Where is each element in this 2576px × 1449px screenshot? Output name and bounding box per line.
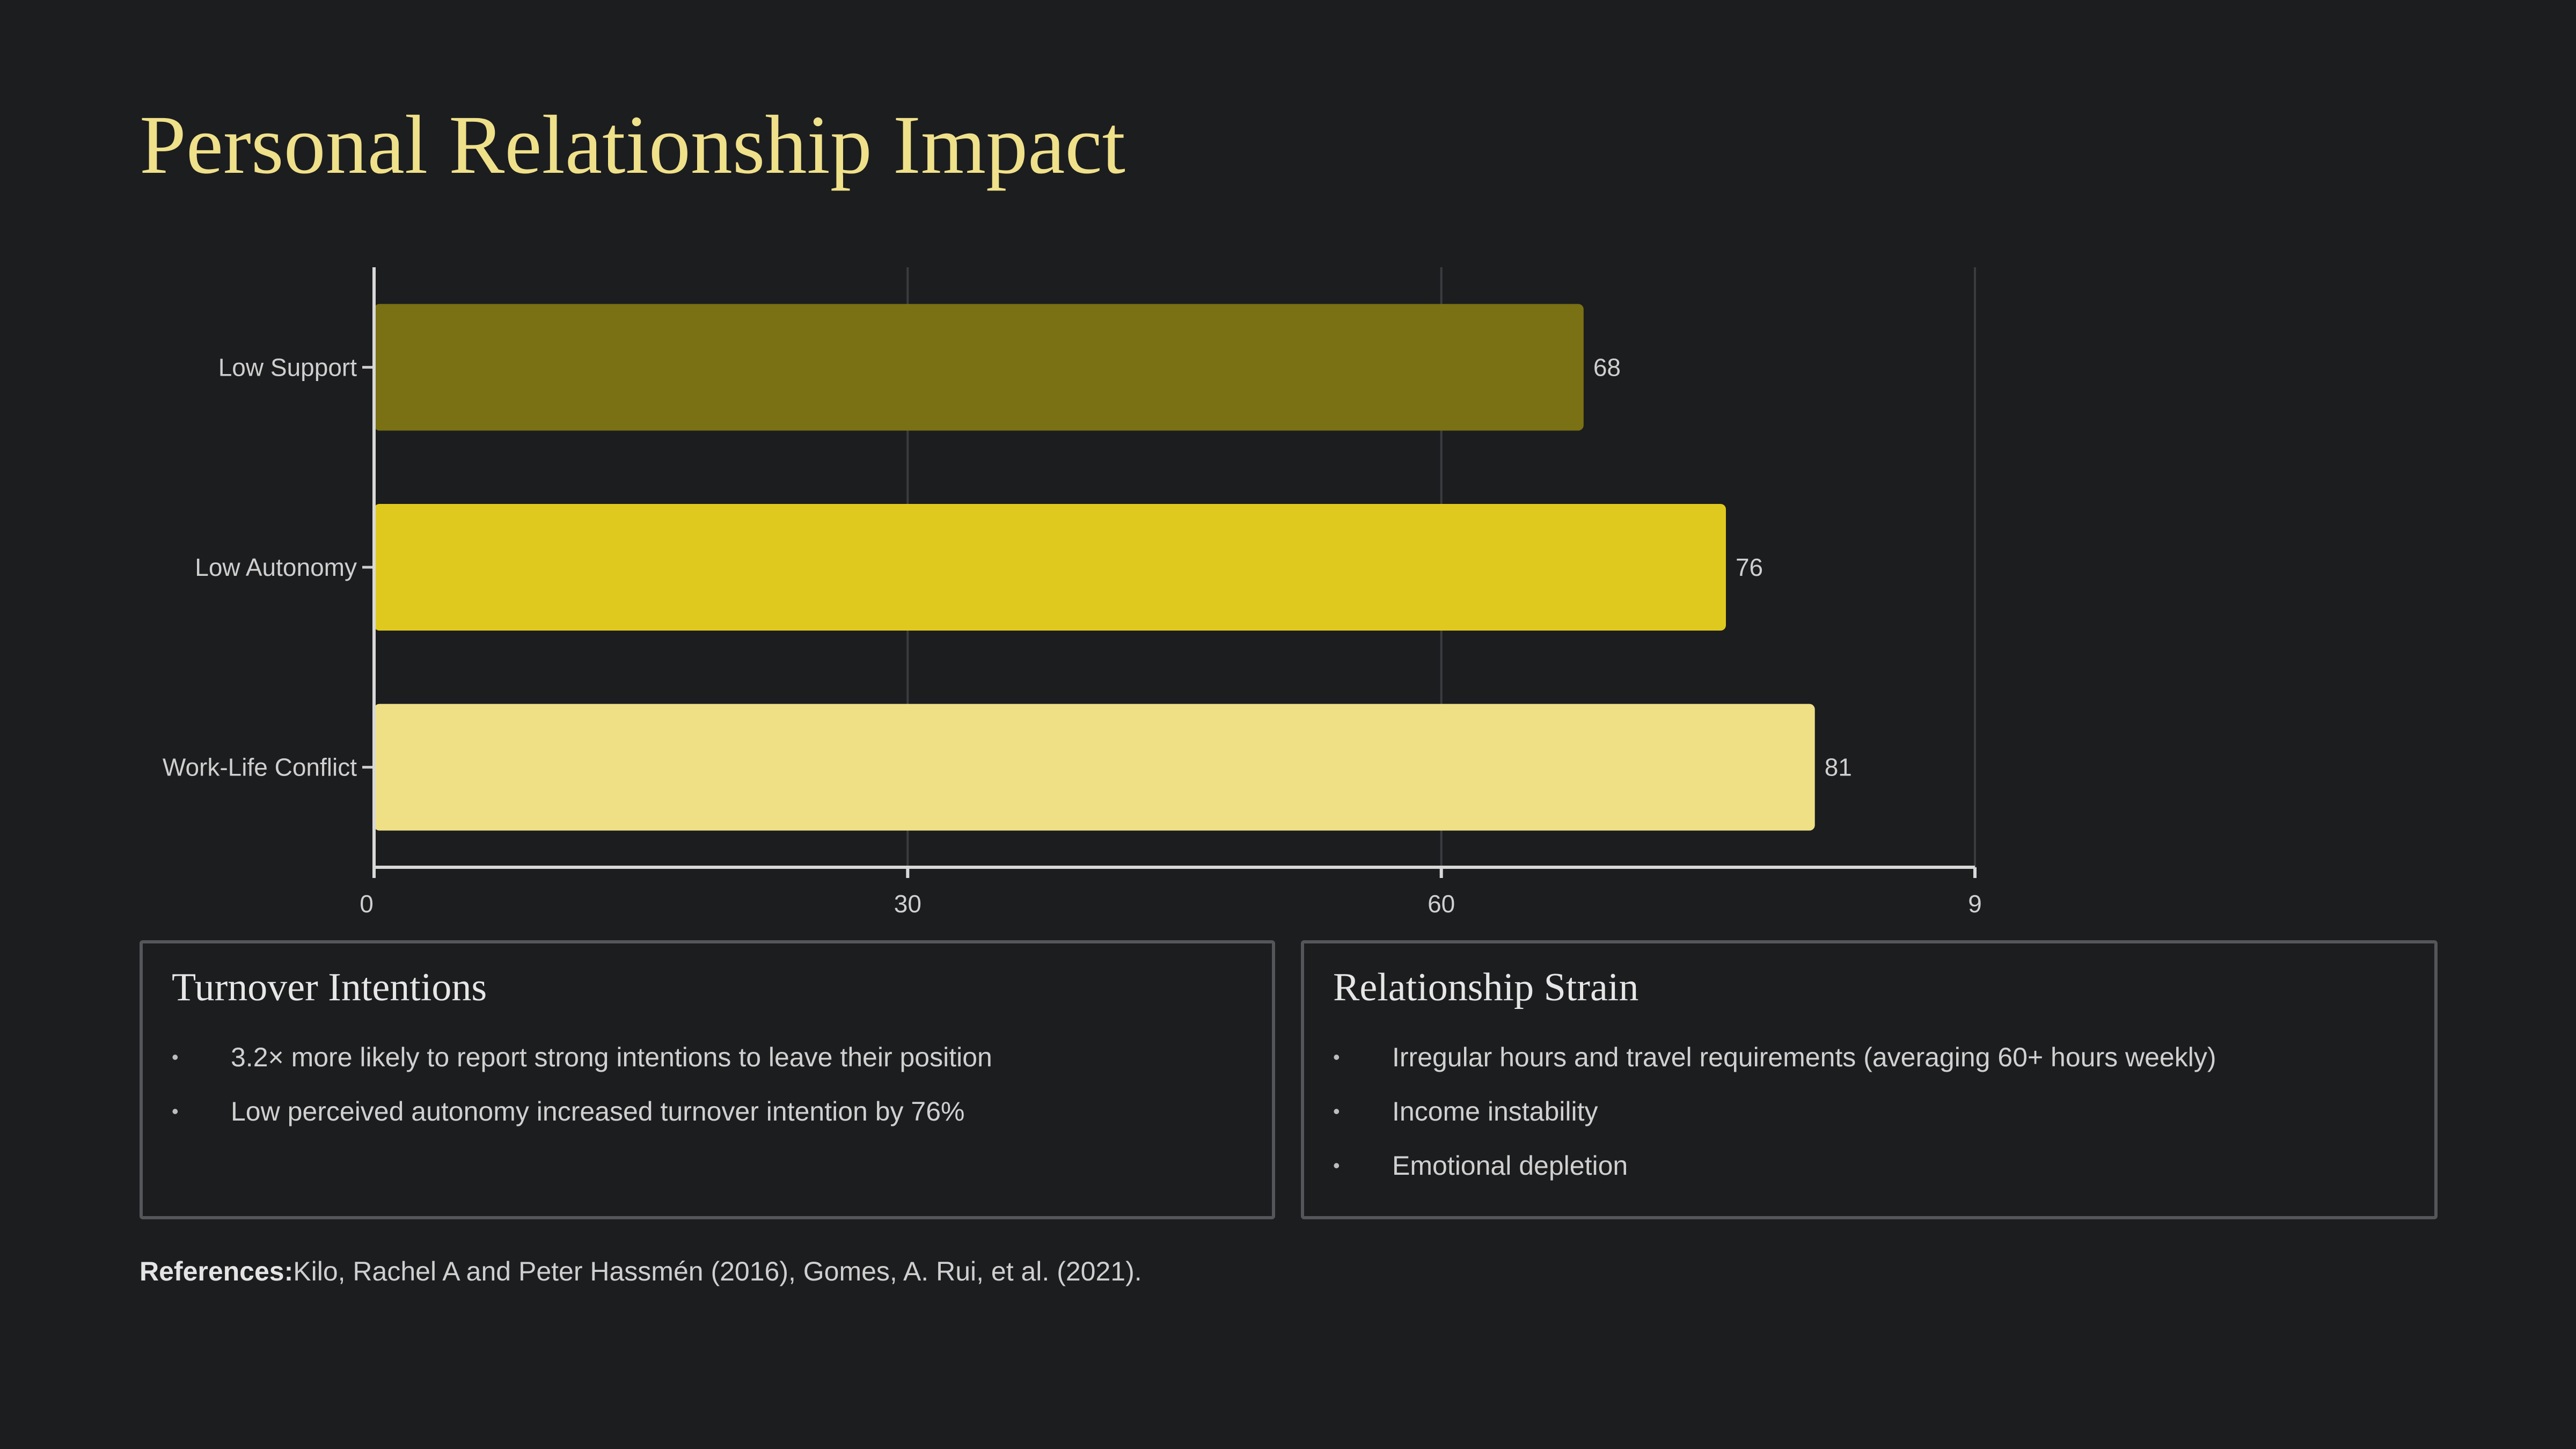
data-label: 81 [1825,753,1852,781]
card-heading: Turnover Intentions [172,965,487,1009]
x-tick-label: 30 [894,890,921,918]
x-tick-label: 60 [1428,890,1455,918]
bar [374,304,1584,431]
list-item: Emotional depletion [1333,1150,2216,1204]
list-item: Income instability [1333,1095,2216,1150]
y-tick-label: Low Autonomy [195,553,357,581]
bar-chart: 68 Low Support 76 Low Autonomy 81 Work-Life C… [163,267,1982,918]
x-tick-label: 9 [1968,890,1982,918]
references-text: Kilo, Rachel A and Peter Hassmén (2016),… [293,1256,1142,1286]
references: References:Kilo, Rachel A and Peter Hass… [140,1256,1142,1287]
y-tick-label: Work-Life Conflict [163,753,357,781]
list-item: 3.2× more likely to report strong intent… [172,1041,992,1095]
data-label: 68 [1593,353,1621,381]
list-item: Irregular hours and travel requirements … [1333,1041,2216,1095]
references-label: References: [140,1256,294,1286]
bullet-list: 3.2× more likely to report strong intent… [172,1041,992,1150]
list-item: Low perceived autonomy increased turnove… [172,1095,992,1150]
slide-title: Personal Relationship Impact [140,98,1125,191]
relationship-strain-card: Relationship Strain Irregular hours and … [1301,940,2438,1219]
y-tick-label: Low Support [218,353,357,381]
bullet-list: Irregular hours and travel requirements … [1333,1041,2216,1204]
x-tick-label: 0 [360,890,374,918]
data-label: 76 [1736,553,1763,581]
turnover-intentions-card: Turnover Intentions 3.2× more likely to … [140,940,1275,1219]
bar [374,504,1726,631]
card-heading: Relationship Strain [1333,965,1639,1009]
bar [374,704,1815,831]
